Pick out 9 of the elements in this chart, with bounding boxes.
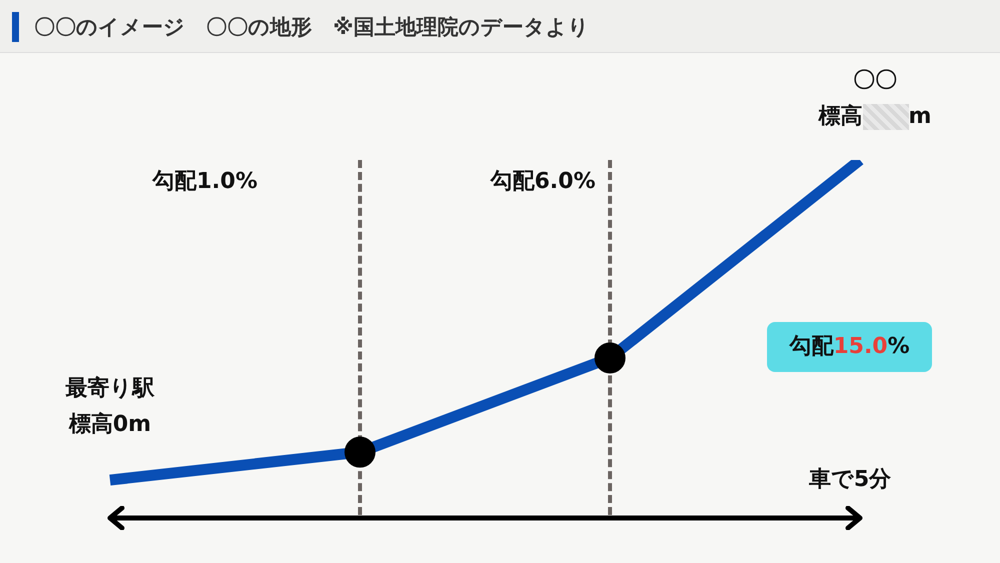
annotation: 勾配1.0% xyxy=(151,168,258,196)
annotation: 勾配15.0% xyxy=(767,322,932,372)
text: 標高 m xyxy=(818,104,932,129)
chart-title: 〇〇のイメージ 〇〇の地形 ※国土地理院のデータより xyxy=(34,14,590,41)
annotation: 最寄り駅 xyxy=(64,374,156,403)
text: 〇〇 xyxy=(852,67,898,95)
annotation: 標高0m xyxy=(68,410,152,439)
annotation: 勾配6.0% xyxy=(489,168,596,196)
annotation: 車で5分 xyxy=(808,466,892,494)
